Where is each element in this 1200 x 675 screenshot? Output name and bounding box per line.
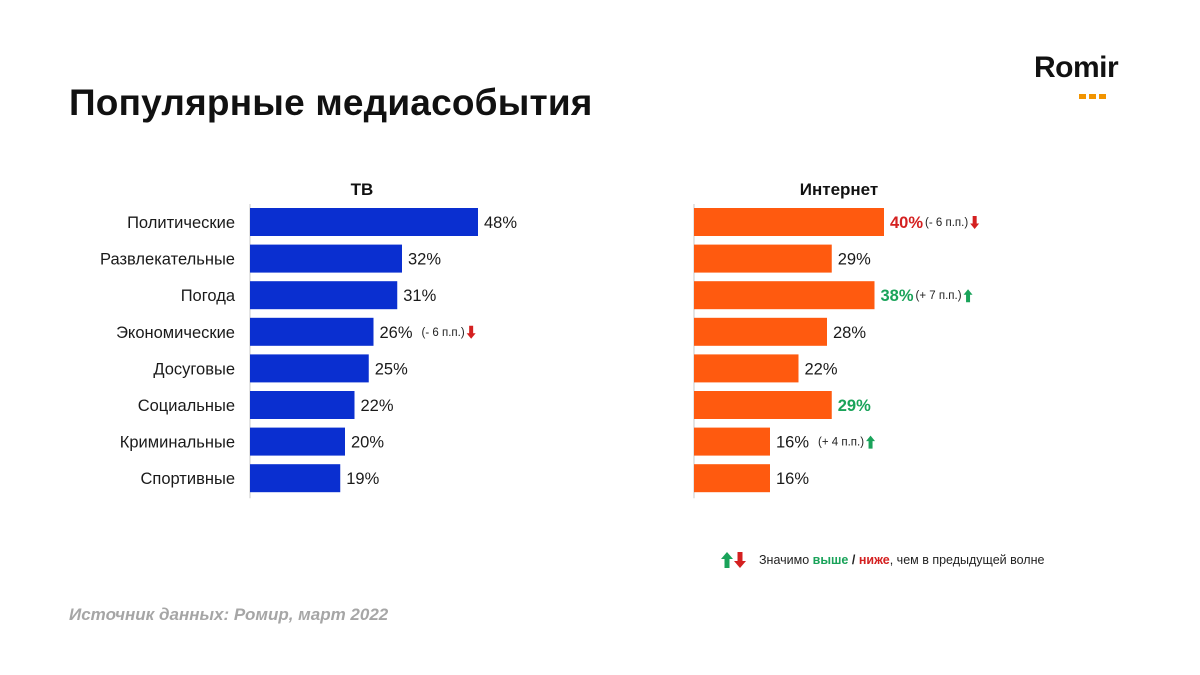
category-label: Досуговые (153, 360, 235, 378)
logo-dots (1079, 86, 1115, 99)
up-arrow-icon (866, 435, 876, 449)
tv-value-label: 22% (361, 397, 394, 415)
down-arrow-icon (466, 325, 476, 339)
tv-change-label: (- 6 п.п.) (422, 327, 465, 339)
tv-panel-title: ТВ (351, 180, 374, 199)
up-arrow-icon (963, 289, 973, 303)
romir-logo: Romir (1034, 51, 1134, 99)
category-label: Экономические (116, 324, 235, 342)
tv-value-label: 19% (346, 470, 379, 488)
tv-bar (250, 354, 369, 383)
internet-bar (694, 427, 770, 456)
legend-suffix: , чем в предыдущей волне (889, 553, 1045, 567)
tv-bar (250, 244, 402, 273)
category-label: Развлекательные (100, 251, 235, 269)
tv-bar (250, 317, 374, 346)
legend-prefix: Значимо (759, 553, 810, 567)
internet-change-label: (+ 7 п.п.) (916, 290, 962, 302)
internet-value-label: 29% (838, 397, 871, 415)
tv-bar (250, 208, 478, 236)
data-source: Источник данных: Ромир, март 2022 (69, 605, 389, 624)
internet-bar (694, 317, 827, 346)
internet-change-label: (- 6 п.п.) (925, 217, 968, 229)
tv-bar (250, 281, 398, 310)
down-arrow-icon (970, 216, 980, 229)
tv-bar (250, 464, 341, 493)
internet-value-label: 16% (776, 434, 809, 452)
internet-value-label: 28% (833, 324, 866, 342)
internet-bar (694, 281, 875, 310)
internet-bar (694, 464, 770, 493)
internet-value-label: 22% (805, 360, 838, 378)
tv-bar (250, 391, 355, 419)
tv-value-label: 25% (375, 360, 408, 378)
internet-value-label: 40% (890, 214, 923, 232)
tv-value-label: 32% (408, 251, 441, 269)
category-label: Криминальные (120, 434, 235, 452)
logo-text: Romir (1034, 51, 1119, 84)
page-title: Популярные медиасобытия (69, 82, 593, 123)
significance-legend: Значимо выше / ниже, чем в предыдущей во… (720, 551, 1044, 569)
internet-bar (694, 244, 832, 273)
tv-value-label: 31% (403, 287, 436, 305)
internet-bar (694, 354, 799, 383)
internet-value-label: 38% (881, 287, 914, 305)
tv-value-label: 26% (380, 324, 413, 342)
legend-higher: выше (812, 553, 849, 567)
category-label: Спортивные (140, 470, 235, 488)
category-label: Социальные (138, 397, 235, 415)
internet-panel-title: Интернет (800, 180, 878, 199)
media-events-chart: Политические Развлекательные Погода Экономи… (100, 180, 980, 499)
internet-bar (694, 391, 832, 419)
internet-change-label: (+ 4 п.п.) (818, 437, 864, 449)
tv-value-label: 48% (484, 214, 517, 232)
internet-bar (694, 208, 884, 236)
legend-lower: ниже (858, 553, 890, 567)
category-label: Политические (127, 214, 235, 232)
tv-bar (250, 427, 345, 456)
legend-separator: / (851, 553, 856, 567)
up-down-arrows-icon (721, 552, 746, 568)
internet-value-label: 16% (776, 470, 809, 488)
tv-value-label: 20% (351, 434, 384, 452)
internet-value-label: 29% (838, 251, 871, 269)
category-label: Погода (181, 287, 236, 305)
